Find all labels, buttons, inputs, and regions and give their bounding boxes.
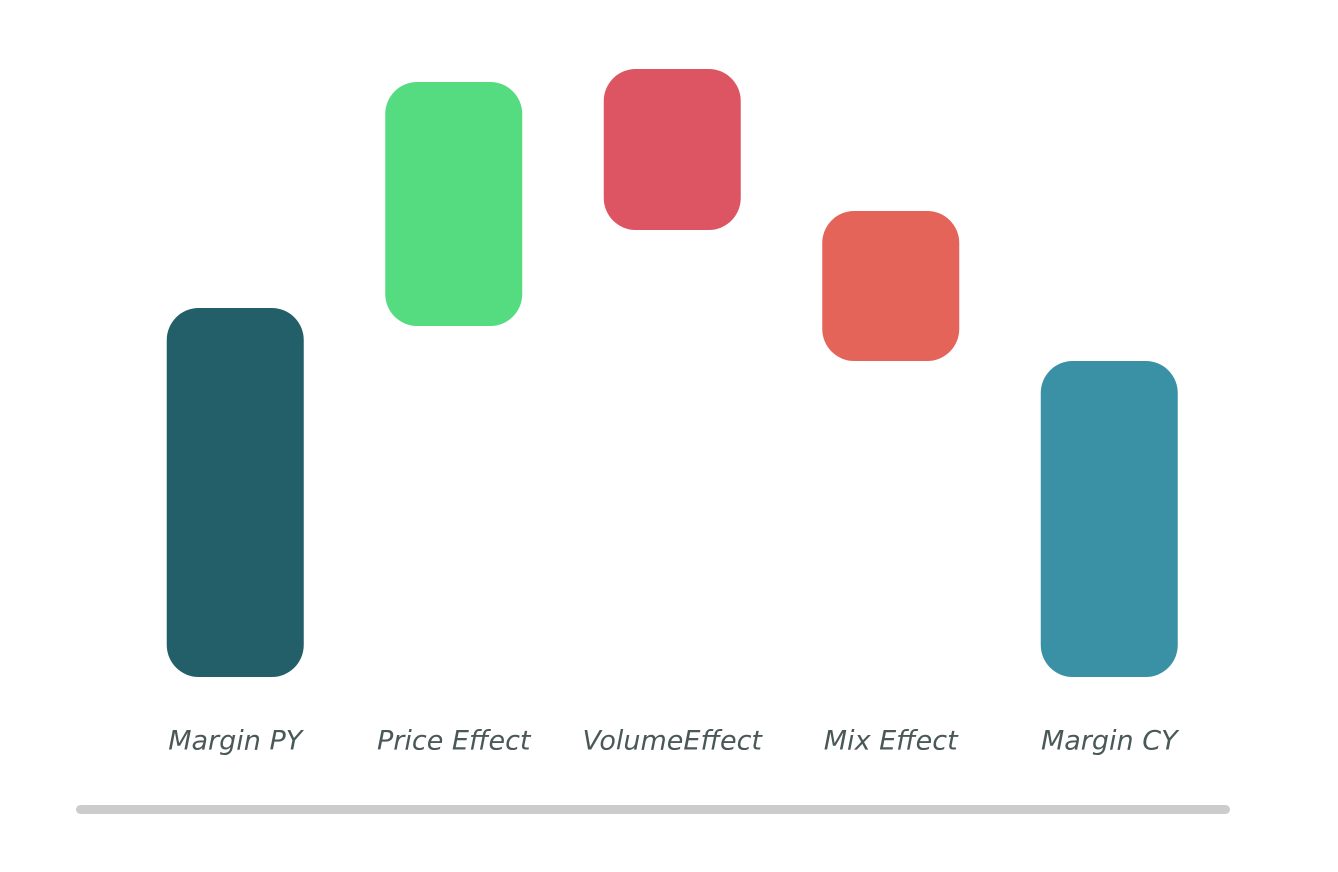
x-tick-label: Mix Effect — [824, 726, 959, 757]
x-tick-label: Price Effect — [377, 726, 532, 757]
scrollbar[interactable] — [76, 805, 1230, 814]
bar — [385, 82, 523, 326]
x-tick-label: Margin PY — [168, 726, 305, 757]
x-tick-label: VolumeEffect — [582, 726, 763, 757]
bar — [166, 308, 304, 677]
bar — [822, 211, 960, 361]
x-tick-label: Margin CY — [1041, 726, 1180, 757]
bar — [603, 69, 741, 230]
bar — [1040, 361, 1178, 677]
